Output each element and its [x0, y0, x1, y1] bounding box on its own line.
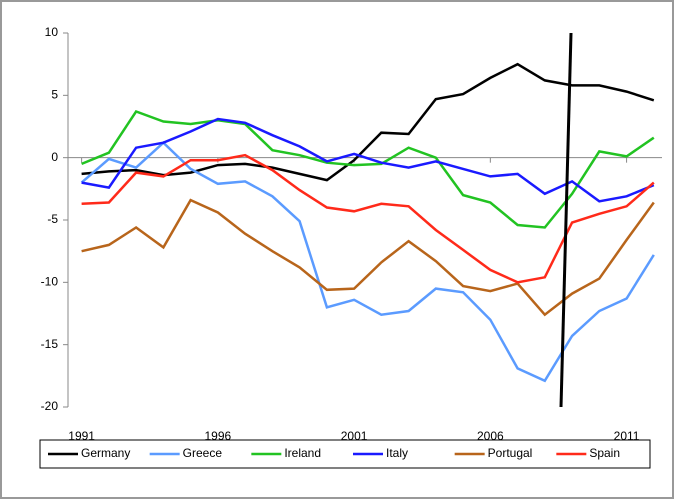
- legend-box: [39, 439, 651, 469]
- series-line: [81, 62, 655, 182]
- series-line: [81, 109, 655, 229]
- series-line: [80, 140, 655, 383]
- series-line: [81, 117, 655, 203]
- legend-label: Ireland: [284, 446, 321, 460]
- y-tick-label: -15: [41, 337, 59, 351]
- legend-label: Greece: [183, 446, 223, 460]
- marker-line: [559, 32, 573, 408]
- legend-label: Spain: [589, 446, 620, 460]
- legend-label: Germany: [81, 446, 130, 460]
- series-line: [81, 198, 655, 317]
- y-tick-label: 10: [45, 25, 59, 39]
- series-line: [81, 153, 655, 284]
- y-tick-label: -20: [41, 399, 59, 413]
- y-tick-label: -10: [41, 275, 59, 289]
- y-tick-label: 0: [51, 150, 58, 164]
- y-tick-label: 5: [51, 88, 58, 102]
- y-tick-label: -5: [47, 212, 58, 226]
- legend-label: Portugal: [488, 446, 533, 460]
- legend-label: Italy: [386, 446, 408, 460]
